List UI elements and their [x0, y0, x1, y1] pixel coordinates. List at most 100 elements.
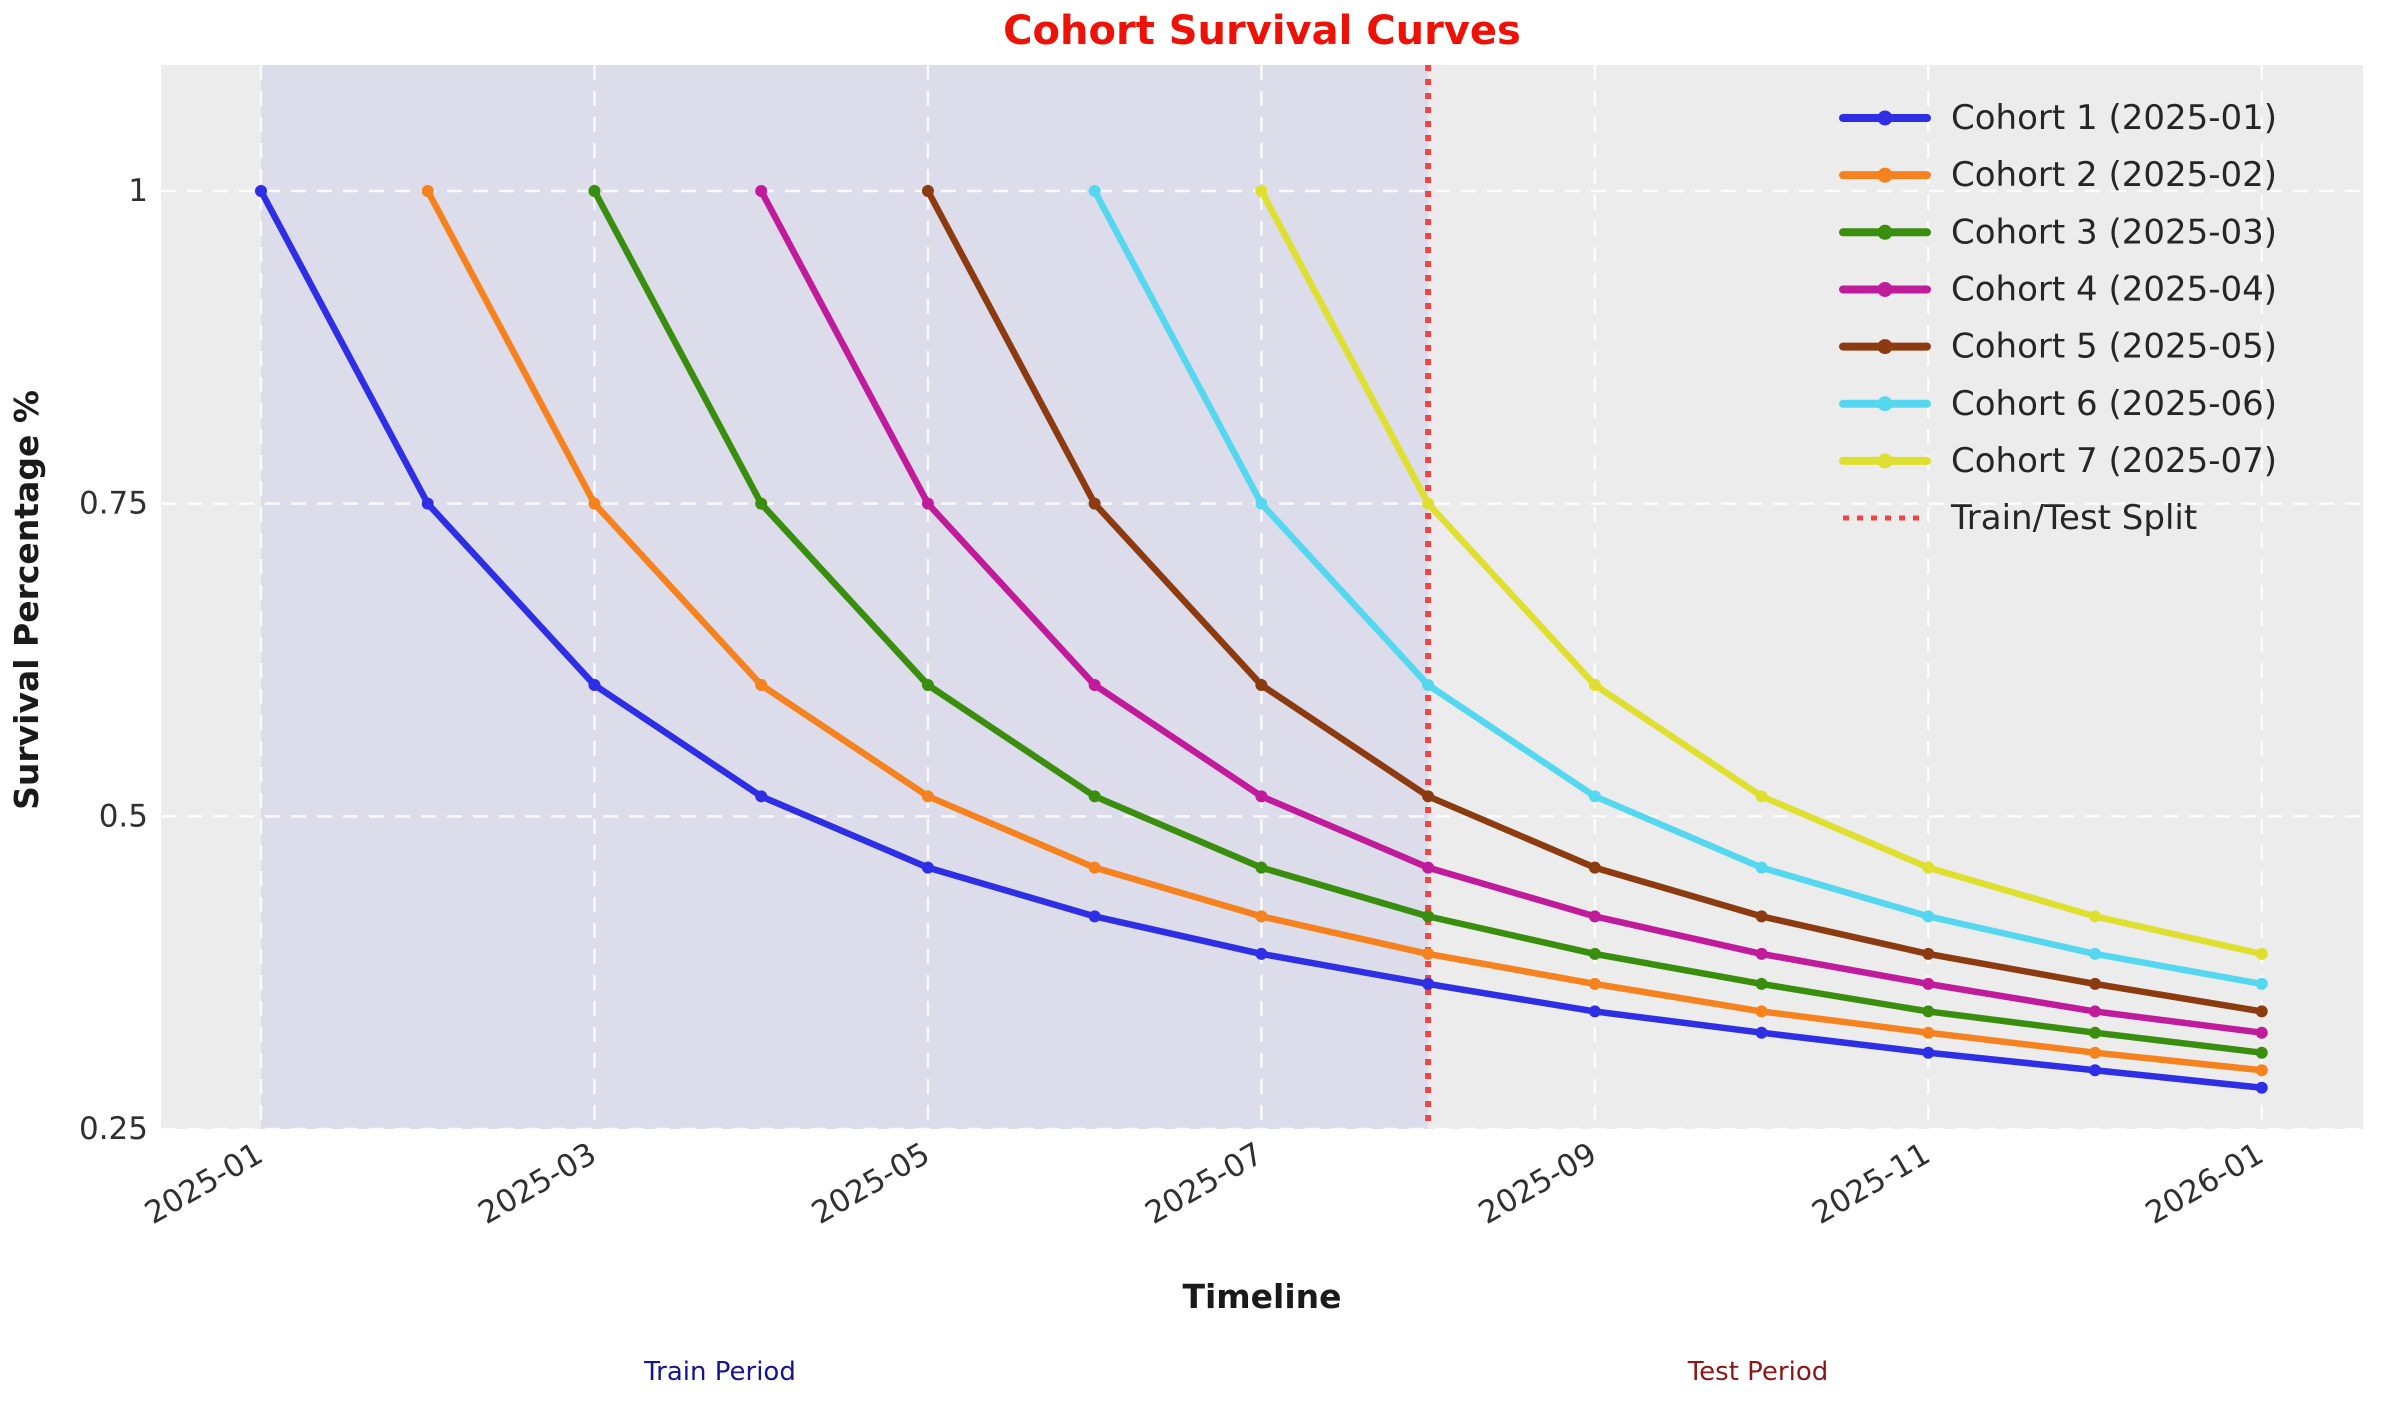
series-marker-cohort-2: [921, 790, 934, 803]
series-marker-cohort-4: [1422, 861, 1435, 874]
test-period-annotation: Test Period: [1687, 1357, 1829, 1387]
series-marker-cohort-4: [2255, 1026, 2268, 1039]
legend-swatch-marker: [1877, 224, 1893, 240]
series-marker-cohort-4: [1088, 679, 1101, 692]
series-marker-cohort-6: [1588, 790, 1601, 803]
legend-swatch-marker: [1877, 339, 1893, 355]
series-marker-cohort-3: [1922, 1005, 1935, 1018]
series-line-cohort-2: [424, 187, 2266, 1074]
series-marker-cohort-6: [2255, 977, 2268, 990]
series-marker-cohort-1: [588, 679, 601, 692]
series-marker-cohort-7: [1422, 497, 1435, 510]
series-marker-cohort-6: [1922, 910, 1935, 923]
legend-label: Cohort 3 (2025-03): [1951, 212, 2277, 252]
series-marker-cohort-5: [2089, 977, 2102, 990]
legend-swatch-marker: [1877, 396, 1893, 412]
legend-swatch-marker: [1877, 110, 1893, 126]
series-marker-cohort-5: [2255, 1005, 2268, 1018]
train-period-annotation: Train Period: [643, 1357, 796, 1387]
series-marker-cohort-3: [1588, 947, 1601, 960]
series-marker-cohort-3: [755, 497, 768, 510]
series-marker-cohort-5: [1255, 679, 1268, 692]
x-tick-label: 2025-07: [1139, 1136, 1269, 1232]
series-marker-cohort-6: [1255, 497, 1268, 510]
series-marker-cohort-1: [1588, 1005, 1601, 1018]
series-marker-cohort-4: [1922, 977, 1935, 990]
series-marker-cohort-1: [1255, 947, 1268, 960]
series-marker-cohort-1: [755, 790, 768, 803]
legend-swatch-marker: [1877, 167, 1893, 183]
series-marker-cohort-1: [421, 497, 434, 510]
legend-swatch-marker: [1877, 281, 1893, 297]
x-tick-label: 2025-05: [806, 1136, 936, 1232]
series-marker-cohort-2: [421, 184, 434, 197]
series-marker-cohort-2: [1755, 1005, 1768, 1018]
series-marker-cohort-6: [1755, 861, 1768, 874]
x-tick-label: 2026-01: [2140, 1136, 2270, 1232]
series-marker-cohort-3: [2255, 1046, 2268, 1059]
series-marker-cohort-3: [1755, 977, 1768, 990]
legend-label: Cohort 1 (2025-01): [1951, 98, 2277, 138]
series-marker-cohort-2: [1422, 947, 1435, 960]
x-tick-label: 2025-11: [1806, 1136, 1936, 1232]
legend-label: Cohort 4 (2025-04): [1951, 269, 2277, 309]
series-marker-cohort-5: [1755, 910, 1768, 923]
y-axis-label: Survival Percentage %: [7, 390, 46, 810]
series-line-cohort-6: [1091, 187, 2266, 988]
series-marker-cohort-2: [1588, 977, 1601, 990]
series-marker-cohort-1: [2255, 1081, 2268, 1094]
legend-label: Cohort 2 (2025-02): [1951, 155, 2277, 195]
series-marker-cohort-1: [255, 184, 267, 197]
series-marker-cohort-7: [1588, 679, 1601, 692]
series-marker-cohort-5: [1422, 790, 1435, 803]
series-marker-cohort-4: [1255, 790, 1268, 803]
legend-label: Cohort 6 (2025-06): [1951, 384, 2277, 424]
x-tick-label: 2025-03: [472, 1136, 602, 1232]
series-marker-cohort-5: [1088, 497, 1101, 510]
legend-swatch-marker: [1877, 453, 1893, 469]
series-marker-cohort-1: [921, 861, 934, 874]
y-tick-label: 0.75: [79, 486, 148, 522]
legend-label: Cohort 5 (2025-05): [1951, 327, 2277, 367]
series-marker-cohort-2: [588, 497, 601, 510]
series-marker-cohort-5: [921, 184, 934, 197]
series-marker-cohort-7: [1922, 861, 1935, 874]
series-marker-cohort-3: [1422, 910, 1435, 923]
series-marker-cohort-3: [1088, 790, 1101, 803]
y-tick-label: 0.5: [99, 798, 148, 834]
y-tick-label: 0.25: [79, 1111, 148, 1147]
x-tick-label: 2025-09: [1473, 1136, 1603, 1232]
series-marker-cohort-4: [1755, 947, 1768, 960]
series-marker-cohort-2: [1922, 1026, 1935, 1039]
series-marker-cohort-1: [1755, 1026, 1768, 1039]
series-marker-cohort-7: [1755, 790, 1768, 803]
series-marker-cohort-3: [588, 184, 601, 197]
series-marker-cohort-5: [1588, 861, 1601, 874]
series-marker-cohort-7: [1255, 184, 1268, 197]
series-marker-cohort-6: [2089, 947, 2102, 960]
legend: Cohort 1 (2025-01) Cohort 2 (2025-02) Coho…: [1839, 98, 2277, 538]
x-tick-label: 2025-01: [139, 1136, 269, 1232]
series-line-cohort-4: [757, 187, 2266, 1036]
series-marker-cohort-1: [1922, 1046, 1935, 1059]
series-marker-cohort-4: [2089, 1005, 2102, 1018]
series-marker-cohort-2: [755, 679, 768, 692]
series-marker-cohort-3: [2089, 1026, 2102, 1039]
series-marker-cohort-2: [1088, 861, 1101, 874]
series-marker-cohort-6: [1422, 679, 1435, 692]
series-marker-cohort-1: [2089, 1064, 2102, 1077]
legend-label: Train/Test Split: [1950, 498, 2197, 538]
y-tick-label: 1: [128, 173, 148, 209]
series-marker-cohort-4: [1588, 910, 1601, 923]
series-marker-cohort-4: [921, 497, 934, 510]
series-marker-cohort-7: [2255, 947, 2268, 960]
series-marker-cohort-3: [921, 679, 934, 692]
series-marker-cohort-4: [755, 184, 768, 197]
series-marker-cohort-2: [2255, 1064, 2268, 1077]
chart-title: Cohort Survival Curves: [1003, 8, 1521, 54]
series-marker-cohort-1: [1422, 977, 1435, 990]
series-marker-cohort-7: [2089, 910, 2102, 923]
